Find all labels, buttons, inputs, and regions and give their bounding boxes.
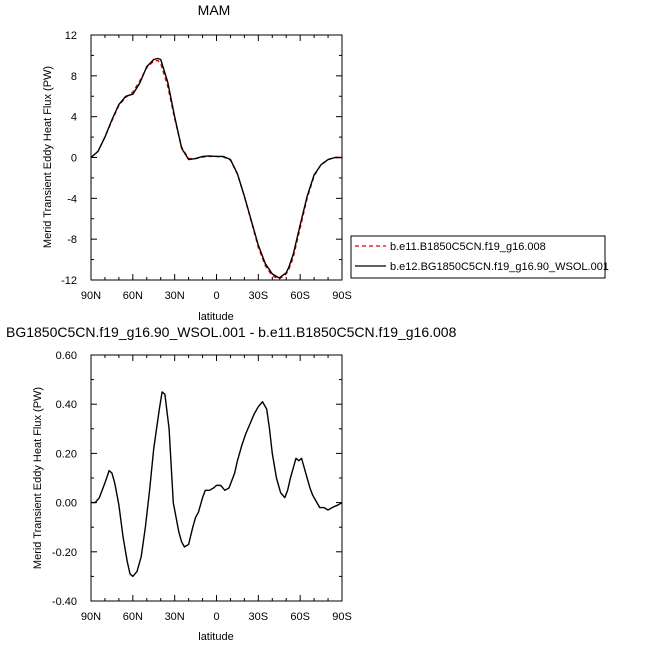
top-plot-frame [90, 34, 343, 281]
legend-label-series-2: b.e12.BG1850C5CN.f19_g16.90_WSOL.001 [390, 261, 609, 273]
top-y-tick-label: 12 [65, 30, 77, 42]
bottom-y-axis-label: Merid Transient Eddy Heat Flux (PW) [32, 387, 44, 569]
bottom-y-tick-label: 0.40 [56, 399, 77, 411]
top-y-tick-label: 4 [71, 112, 77, 124]
bottom-x-tick-label: 60N [123, 611, 143, 623]
legend: b.e11.B1850C5CN.f19_g16.008 b.e12.BG1850… [350, 235, 609, 279]
legend-box [350, 235, 606, 279]
bottom-series-line-1 [91, 391, 343, 578]
top-y-tick-label: 8 [71, 71, 77, 83]
top-x-tick-label: 60S [290, 290, 310, 302]
bottom-x-tick-label: 90N [81, 611, 101, 623]
top-y-tick-label: 0 [71, 153, 77, 165]
top-series-lines [90, 57, 342, 280]
bottom-y-tick-label: 0.00 [56, 498, 77, 510]
top-y-tick-label: -4 [67, 193, 77, 205]
top-x-tick-label: 90S [332, 290, 352, 302]
bottom-y-tick-label: -0.20 [52, 547, 77, 559]
top-x-tick-label: 0 [213, 290, 219, 302]
top-chart-title: MAM [198, 2, 231, 18]
bottom-x-tick-label: 60S [290, 611, 310, 623]
bottom-x-axis-label: latitude [198, 631, 233, 643]
bottom-chart-title: BG1850C5CN.f19_g16.90_WSOL.001 - b.e11.B… [6, 324, 457, 340]
bottom-x-tick-label: 0 [213, 611, 219, 623]
bottom-plot-frame [90, 354, 343, 602]
bottom-x-tick-label: 30S [249, 611, 269, 623]
top-y-ticks: -12 -8 -4 0 4 8 12 [61, 30, 342, 287]
top-x-axis-label: latitude [198, 311, 233, 323]
bottom-y-tick-label: 0.20 [56, 448, 77, 460]
top-series-line-2 [90, 57, 342, 279]
bottom-y-tick-label: -0.40 [52, 596, 77, 608]
top-series-line-1 [90, 59, 342, 280]
top-panel: MAM 90N 60N 30N 0 30S 60S 90S -12 -8 -4 0 4 8 12 lat… [42, 2, 352, 323]
bottom-y-ticks: -0.40 -0.20 0.00 0.20 0.40 0.60 [52, 350, 342, 608]
bottom-x-tick-label: 90S [332, 611, 352, 623]
top-y-tick-label: -12 [61, 275, 77, 287]
bottom-x-ticks: 90N 60N 30N 0 30S 60S 90S [81, 355, 352, 623]
top-x-tick-label: 30N [165, 290, 185, 302]
top-x-tick-label: 60N [123, 290, 143, 302]
top-x-tick-label: 30S [249, 290, 269, 302]
legend-label-series-1: b.e11.B1850C5CN.f19_g16.008 [390, 241, 546, 253]
bottom-y-tick-label: 0.60 [56, 350, 77, 362]
bottom-panel: BG1850C5CN.f19_g16.90_WSOL.001 - b.e11.B… [6, 324, 457, 643]
top-y-tick-label: -8 [67, 234, 77, 246]
bottom-series-lines [91, 391, 343, 578]
top-y-axis-label: Merid Transient Eddy Heat Flux (PW) [42, 66, 54, 248]
bottom-x-tick-label: 30N [165, 611, 185, 623]
top-x-tick-label: 90N [81, 290, 101, 302]
top-x-ticks: 90N 60N 30N 0 30S 60S 90S [81, 35, 352, 302]
